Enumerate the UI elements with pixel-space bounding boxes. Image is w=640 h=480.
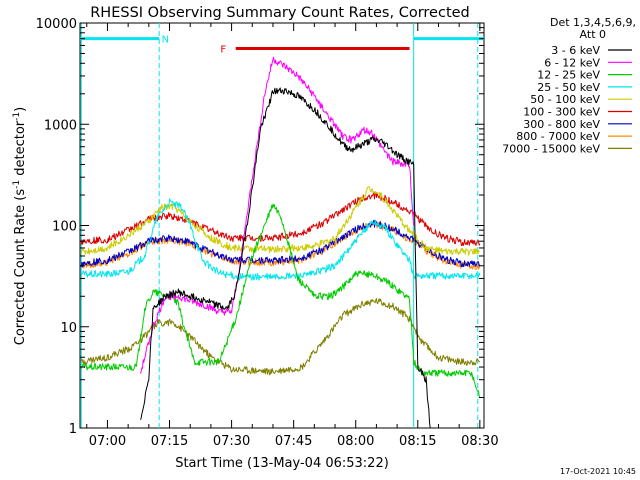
x-tick-label: 07:00 <box>89 434 126 449</box>
x-axis: 07:00 07:15 07:30 07:45 08:00 08:15 08:30 <box>86 23 499 449</box>
legend-entry-label: 6 - 12 keV <box>544 56 600 69</box>
y-tick-label: 10 <box>60 321 77 336</box>
annotation-layer: NF <box>80 35 484 55</box>
y-tick-label: 100 <box>52 220 77 235</box>
y-axis-label-sup2: -1 <box>12 112 22 121</box>
x-tick-label: 07:30 <box>213 434 250 449</box>
y-axis-label-main: Corrected Count Rate (s <box>13 189 28 346</box>
legend-entry-label: 50 - 100 keV <box>530 93 600 106</box>
series-line-25to50keV <box>80 198 481 281</box>
series-line-50to100keV <box>80 186 481 256</box>
series-line-6to12keV <box>140 56 415 374</box>
plot-area <box>79 22 485 429</box>
y-tick-label: 1000 <box>44 118 77 133</box>
series-line-7000to15000keV <box>80 298 481 376</box>
y-axis-label-sup1: -1 <box>12 180 22 189</box>
x-tick-label: 08:00 <box>337 434 374 449</box>
chart-title: RHESSI Observing Summary Count Rates, Co… <box>90 5 470 21</box>
legend-entry-label: 25 - 50 keV <box>537 81 600 94</box>
y-axis-label-end: ) <box>13 107 28 112</box>
night-label: N <box>162 35 169 46</box>
legend-entry-label: 12 - 25 keV <box>537 69 600 82</box>
x-tick-label: 08:15 <box>399 434 436 449</box>
series-line-100to300keV <box>80 191 481 247</box>
legend-entry-label: 3 - 6 keV <box>551 44 600 57</box>
legend-header-line1: Det 1,3,4,5,6,9, <box>550 16 636 29</box>
x-tick-label: 07:15 <box>151 434 188 449</box>
y-axis-label: Corrected Count Rate (s-1 detector-1) <box>12 107 28 345</box>
y-tick-label: 1 <box>69 422 77 437</box>
legend-entry-label: 800 - 7000 keV <box>516 130 600 143</box>
legend-header-line2: Att 0 <box>580 28 606 41</box>
x-tick-label: 08:30 <box>461 434 498 449</box>
series-line-3to6keV <box>140 87 431 429</box>
flare-label: F <box>220 44 226 55</box>
y-tick-label: 10000 <box>36 17 77 32</box>
legend-entry-label: 100 - 300 keV <box>523 106 600 119</box>
y-axis: 1 10 100 1000 10000 <box>36 17 484 437</box>
y-axis-label-mid: detector <box>13 120 28 180</box>
legend-entry-label: 300 - 800 keV <box>523 118 600 131</box>
x-tick-label: 07:45 <box>275 434 312 449</box>
series-line-300to800keV <box>80 219 481 268</box>
series-layer <box>80 56 481 429</box>
x-axis-label: Start Time (13-May-04 06:53:22) <box>175 456 389 471</box>
series-line-12to25keV <box>80 203 481 398</box>
legend-entry-label: 7000 - 15000 keV <box>502 142 600 155</box>
footer-timestamp: 17-Oct-2021 10:45 <box>560 467 636 476</box>
